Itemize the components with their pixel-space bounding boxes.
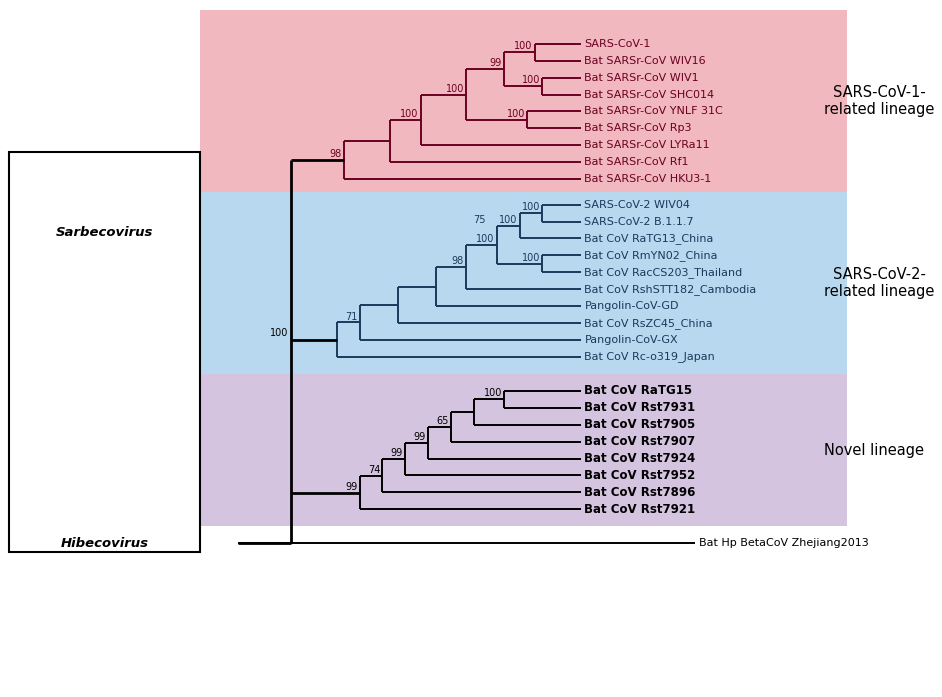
Text: Bat SARSr-CoV SHC014: Bat SARSr-CoV SHC014	[584, 89, 714, 100]
Text: Novel lineage: Novel lineage	[824, 443, 924, 458]
Text: 99: 99	[391, 448, 403, 458]
Text: SARS-CoV-2-
related lineage: SARS-CoV-2- related lineage	[824, 267, 934, 299]
Text: Bat Hp BetaCoV Zhejiang2013: Bat Hp BetaCoV Zhejiang2013	[699, 538, 869, 549]
Text: Bat CoV Rc-o319_Japan: Bat CoV Rc-o319_Japan	[584, 351, 715, 362]
Bar	[9, 152, 200, 552]
Text: Bat SARSr-CoV Rf1: Bat SARSr-CoV Rf1	[584, 158, 689, 167]
Text: Bat SARSr-CoV LYRa11: Bat SARSr-CoV LYRa11	[584, 140, 710, 151]
Text: 65: 65	[436, 416, 448, 426]
Text: 100: 100	[514, 41, 532, 52]
Text: SARS-CoV-2 WIV04: SARS-CoV-2 WIV04	[584, 199, 690, 210]
Text: 99: 99	[345, 482, 357, 491]
Text: 100: 100	[483, 388, 502, 399]
Text: 100: 100	[499, 215, 517, 225]
Text: Bat CoV Rst7896: Bat CoV Rst7896	[584, 486, 696, 499]
Text: 100: 100	[522, 202, 540, 212]
Text: 100: 100	[399, 109, 418, 119]
Text: Bat CoV Rst7905: Bat CoV Rst7905	[584, 418, 695, 431]
Text: 71: 71	[345, 312, 357, 321]
Text: Bat SARSr-CoV WIV1: Bat SARSr-CoV WIV1	[584, 72, 699, 82]
Text: 100: 100	[507, 109, 525, 119]
Text: 100: 100	[522, 253, 540, 263]
Text: Bat CoV Rst7921: Bat CoV Rst7921	[584, 503, 695, 516]
Text: Bat SARSr-CoV WIV16: Bat SARSr-CoV WIV16	[584, 56, 706, 66]
Text: Bat CoV Rst7931: Bat CoV Rst7931	[584, 401, 695, 414]
Text: Bat CoV Rst7907: Bat CoV Rst7907	[584, 435, 695, 448]
Text: Bat SARSr-CoV HKU3-1: Bat SARSr-CoV HKU3-1	[584, 174, 711, 184]
Bar	[200, 374, 847, 526]
Text: Sarbecovirus: Sarbecovirus	[56, 227, 153, 240]
Text: 74: 74	[367, 465, 381, 475]
Text: 99: 99	[414, 432, 426, 442]
Text: Bat CoV RshSTT182_Cambodia: Bat CoV RshSTT182_Cambodia	[584, 284, 756, 295]
Text: Pangolin-CoV-GD: Pangolin-CoV-GD	[584, 301, 679, 311]
Text: SARS-CoV-1-
related lineage: SARS-CoV-1- related lineage	[824, 84, 934, 117]
Text: 98: 98	[330, 149, 342, 160]
Text: Pangolin-CoV-GX: Pangolin-CoV-GX	[584, 335, 678, 345]
Text: 99: 99	[490, 59, 502, 68]
Text: 100: 100	[446, 84, 464, 93]
Text: Hibecovirus: Hibecovirus	[60, 537, 148, 550]
Text: Bat SARSr-CoV YNLF 31C: Bat SARSr-CoV YNLF 31C	[584, 107, 723, 116]
Bar	[200, 10, 847, 192]
Text: SARS-CoV-2 B.1.1.7: SARS-CoV-2 B.1.1.7	[584, 217, 694, 227]
Text: Bat CoV Rst7952: Bat CoV Rst7952	[584, 469, 695, 482]
Text: 100: 100	[476, 234, 495, 244]
Text: Bat CoV RaTG13_China: Bat CoV RaTG13_China	[584, 233, 714, 244]
Text: Bat CoV RsZC45_China: Bat CoV RsZC45_China	[584, 318, 713, 328]
Text: Bat CoV Rst7924: Bat CoV Rst7924	[584, 452, 695, 465]
Text: Bat CoV RaTG15: Bat CoV RaTG15	[584, 384, 692, 397]
Text: Bat CoV RacCS203_Thailand: Bat CoV RacCS203_Thailand	[584, 267, 742, 278]
Bar	[200, 192, 847, 374]
Text: Bat SARSr-CoV Rp3: Bat SARSr-CoV Rp3	[584, 123, 691, 133]
Text: 98: 98	[452, 256, 464, 266]
Text: Bat CoV RmYN02_China: Bat CoV RmYN02_China	[584, 250, 718, 261]
Text: SARS-CoV-1: SARS-CoV-1	[584, 39, 651, 49]
Text: 100: 100	[522, 75, 540, 85]
Text: 75: 75	[473, 215, 485, 225]
Text: 100: 100	[269, 328, 288, 338]
